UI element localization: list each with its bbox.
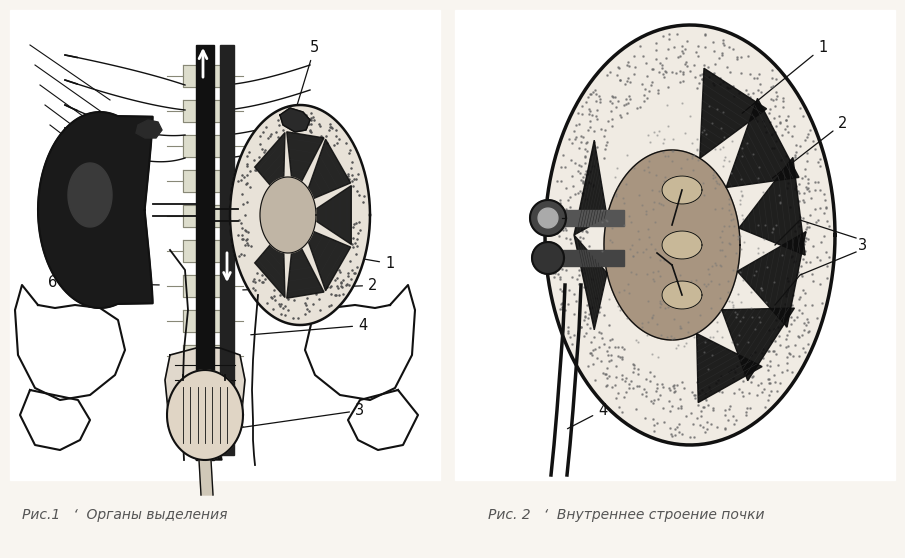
Polygon shape <box>574 235 607 330</box>
Polygon shape <box>183 275 227 297</box>
Text: 2: 2 <box>772 116 847 179</box>
Polygon shape <box>167 370 243 460</box>
Polygon shape <box>530 200 566 236</box>
Polygon shape <box>280 108 310 132</box>
Polygon shape <box>548 250 624 266</box>
Bar <box>10 10 440 480</box>
Polygon shape <box>545 25 835 445</box>
Bar <box>455 10 895 480</box>
Polygon shape <box>254 229 285 297</box>
Polygon shape <box>196 45 214 460</box>
Polygon shape <box>662 176 702 204</box>
Polygon shape <box>287 233 324 298</box>
Text: 4: 4 <box>567 403 607 429</box>
Text: 1: 1 <box>361 256 395 271</box>
Polygon shape <box>68 163 112 227</box>
Polygon shape <box>199 460 213 495</box>
Polygon shape <box>722 308 795 381</box>
Text: 1: 1 <box>742 40 827 113</box>
Polygon shape <box>260 177 316 253</box>
Text: 5: 5 <box>553 210 562 225</box>
Polygon shape <box>183 415 227 437</box>
Polygon shape <box>662 231 702 259</box>
Text: Рис.1   ‘  Органы выделения: Рис.1 ‘ Органы выделения <box>22 508 227 522</box>
Text: 6: 6 <box>48 275 159 290</box>
Polygon shape <box>303 139 350 203</box>
Polygon shape <box>183 310 227 332</box>
Polygon shape <box>183 170 227 192</box>
Polygon shape <box>726 98 799 187</box>
Polygon shape <box>183 240 227 262</box>
Polygon shape <box>700 68 767 158</box>
Polygon shape <box>538 208 557 228</box>
Text: 2: 2 <box>243 278 377 293</box>
Text: 5: 5 <box>561 213 581 228</box>
Polygon shape <box>532 242 564 274</box>
Polygon shape <box>183 345 227 367</box>
Polygon shape <box>738 232 806 327</box>
Polygon shape <box>183 205 227 227</box>
Polygon shape <box>220 45 234 455</box>
Polygon shape <box>196 420 222 460</box>
Polygon shape <box>287 132 324 197</box>
Polygon shape <box>604 150 740 340</box>
Polygon shape <box>183 65 227 87</box>
Polygon shape <box>183 380 227 402</box>
Polygon shape <box>38 112 153 308</box>
Text: 4: 4 <box>251 318 367 335</box>
Polygon shape <box>230 105 370 325</box>
Polygon shape <box>548 210 624 226</box>
Text: 3: 3 <box>241 403 364 427</box>
Polygon shape <box>165 347 245 450</box>
Polygon shape <box>662 281 702 309</box>
Text: 3: 3 <box>858 238 867 253</box>
Polygon shape <box>697 334 762 402</box>
Polygon shape <box>183 100 227 122</box>
Text: 5: 5 <box>296 40 319 109</box>
Polygon shape <box>574 140 607 235</box>
Polygon shape <box>303 227 350 291</box>
Polygon shape <box>307 186 351 244</box>
Polygon shape <box>183 135 227 157</box>
Polygon shape <box>196 420 214 460</box>
Text: Рис. 2   ‘  Внутреннее строение почки: Рис. 2 ‘ Внутреннее строение почки <box>488 508 765 522</box>
Polygon shape <box>254 132 285 200</box>
Polygon shape <box>738 157 805 255</box>
Polygon shape <box>136 120 162 138</box>
